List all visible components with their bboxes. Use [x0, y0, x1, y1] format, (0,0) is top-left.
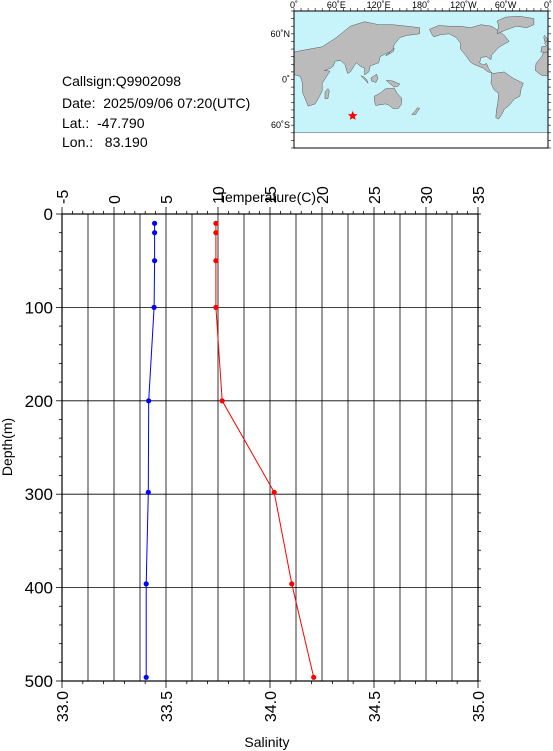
temperature-point	[213, 258, 219, 264]
salinity-profile-line	[145, 223, 156, 678]
temperature-point	[271, 489, 277, 495]
map-land	[374, 87, 403, 109]
salinity-point	[152, 230, 158, 236]
temperature-point	[219, 398, 225, 404]
map-lon-label: 120˚W	[450, 0, 477, 10]
map-land	[293, 21, 420, 107]
date-text: Date: 2025/09/06 07:20(UTC)	[62, 95, 251, 111]
temp-tick-label: 0	[107, 195, 124, 204]
temperature-axis-label: Temperature(C)	[218, 189, 316, 205]
temp-tick-label: -5	[55, 190, 72, 204]
salinity-point	[143, 581, 149, 587]
sal-tick-label: 33.0	[55, 691, 72, 722]
depth-axis-label: Depth(m)	[0, 418, 15, 476]
chart-series	[143, 220, 317, 680]
location-marker-star	[347, 110, 358, 120]
salinity-point	[146, 398, 152, 404]
salinity-point	[152, 258, 158, 264]
map-land	[411, 107, 420, 115]
map-land	[385, 47, 395, 57]
map-land	[324, 88, 330, 99]
map-lon-label: 120˚E	[367, 0, 391, 10]
map-lat-label: 0˚	[282, 75, 290, 85]
temp-tick-label: 5	[159, 195, 176, 204]
map-lon-label: 60˚W	[495, 0, 517, 10]
latitude-text: Lat.: -47.790	[62, 115, 145, 131]
map-lat-label: 60˚N	[270, 29, 290, 39]
temp-tick-label: 20	[315, 186, 332, 204]
map-lon-label: 0˚	[290, 0, 298, 10]
temp-tick-label: 25	[367, 186, 384, 204]
temperature-point	[213, 230, 219, 236]
map-land	[385, 79, 401, 87]
depth-tick-label: 400	[25, 579, 53, 598]
salinity-point	[145, 489, 151, 495]
salinity-point	[151, 304, 157, 310]
salinity-axis-label: Salinity	[244, 734, 289, 750]
location-map: 0˚ 60˚E 120˚E 180˚ 120˚W 60˚W 0˚ 60˚N 0˚ 60˚S	[270, 0, 552, 149]
depth-tick-label: 200	[25, 392, 53, 411]
longitude-text: Lon.: 83.190	[62, 134, 148, 150]
map-lon-label: 180˚	[412, 0, 430, 10]
temp-tick-label: 35	[471, 186, 488, 204]
salinity-point	[152, 220, 158, 226]
temp-tick-label: 30	[419, 186, 436, 204]
map-land	[490, 71, 524, 120]
map-land	[429, 24, 510, 74]
callsign-text: Callsign:Q9902098	[62, 73, 182, 89]
map-land	[360, 75, 369, 84]
map-land	[496, 16, 535, 35]
temp-tick-label: 15	[263, 186, 280, 204]
sal-tick-label: 35.0	[471, 691, 488, 722]
depth-tick-label: 100	[25, 298, 53, 317]
map-lon-label: 60˚E	[327, 0, 346, 10]
map-antarctica	[294, 132, 548, 148]
map-land	[543, 34, 549, 42]
depth-tick-label: 500	[25, 672, 53, 691]
depth-tick-label: 0	[44, 205, 53, 224]
map-lon-label: 0˚	[544, 0, 552, 10]
temperature-point	[213, 220, 219, 226]
depth-tick-label: 300	[25, 485, 53, 504]
map-land	[370, 73, 379, 83]
temp-tick-label: 10	[211, 186, 228, 204]
temperature-point	[289, 581, 295, 587]
sal-tick-label: 33.5	[159, 691, 176, 722]
chart-grid	[62, 214, 478, 681]
salinity-point	[143, 674, 149, 680]
sal-tick-label: 34.5	[367, 691, 384, 722]
map-lat-label: 60˚S	[271, 120, 290, 130]
sal-tick-label: 34.0	[263, 691, 280, 722]
temperature-point	[213, 304, 219, 310]
temperature-profile-line	[215, 223, 315, 678]
temperature-point	[311, 674, 317, 680]
